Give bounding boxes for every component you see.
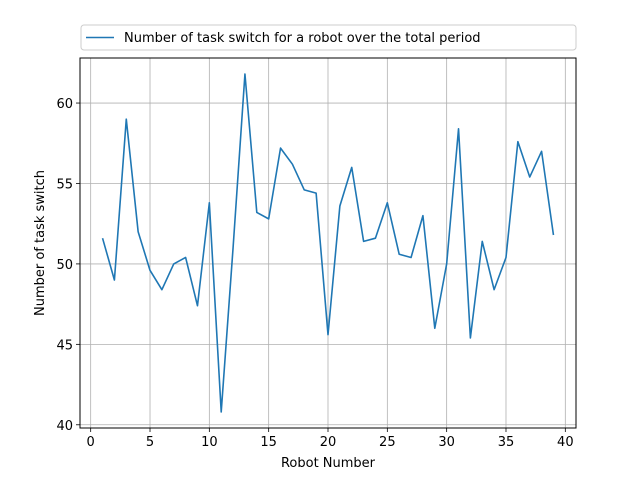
y-tick-label: 45: [56, 338, 73, 353]
series-line-0: [101, 73, 555, 413]
x-tick-label: 10: [201, 435, 218, 450]
x-tick-label: 40: [557, 435, 574, 450]
y-tick-label: 55: [56, 177, 73, 192]
x-axis-label: Robot Number: [281, 456, 376, 471]
x-tick-label: 25: [379, 435, 396, 450]
y-tick-label: 50: [56, 258, 73, 273]
x-tick-label: 0: [87, 435, 95, 450]
legend: Number of task switch for a robot over t…: [80, 24, 577, 51]
legend-box: [80, 24, 577, 51]
x-tick-label: 30: [438, 435, 455, 450]
x-tick-label: 15: [260, 435, 277, 450]
x-axis-ticks: 0 5 10 15 20 25 30 35 40: [87, 428, 574, 450]
x-tick-label: 5: [146, 435, 154, 450]
legend-entry-label: Number of task switch for a robot over t…: [124, 31, 481, 46]
y-axis-label: Number of task switch: [33, 170, 48, 316]
x-tick-label: 20: [320, 435, 337, 450]
y-axis-ticks: 40 45 50 55 60: [56, 97, 80, 434]
grid-lines: [80, 58, 576, 428]
x-tick-label: 35: [498, 435, 515, 450]
y-tick-label: 60: [56, 97, 73, 112]
series-layer: [101, 73, 555, 413]
y-tick-label: 40: [56, 419, 73, 434]
